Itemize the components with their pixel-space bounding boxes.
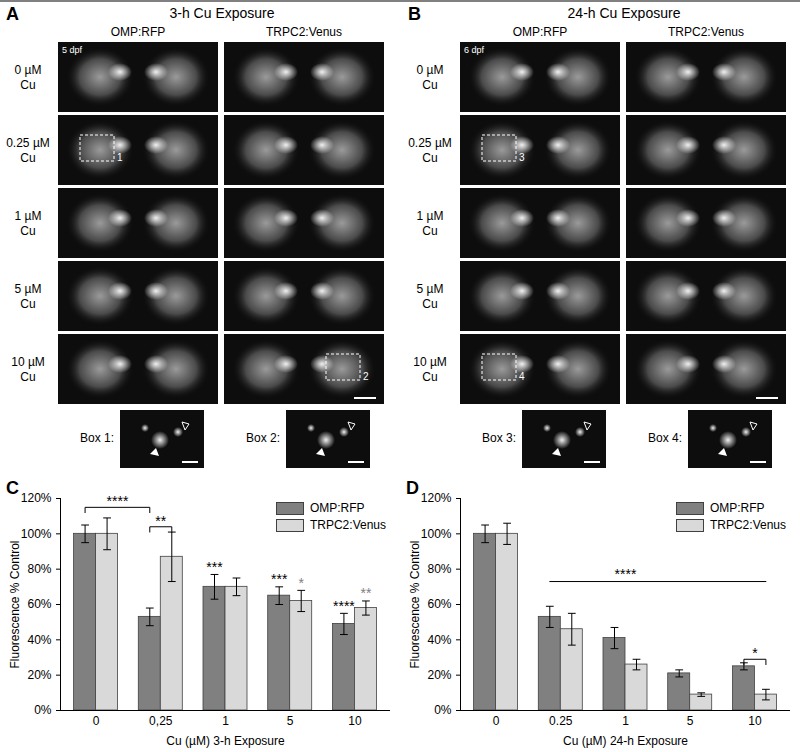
svg-text:Cu: Cu	[422, 297, 437, 311]
svg-text:*: *	[752, 645, 758, 661]
svg-text:5 dpf: 5 dpf	[62, 45, 83, 55]
svg-text:100%: 100%	[21, 527, 52, 541]
svg-text:100%: 100%	[421, 527, 452, 541]
svg-text:Cu: Cu	[20, 370, 35, 384]
svg-text:1: 1	[222, 714, 229, 728]
svg-text:Cu: Cu	[20, 297, 35, 311]
svg-text:Box 1:: Box 1:	[80, 431, 114, 445]
svg-text:4: 4	[519, 371, 525, 382]
svg-text:Cu: Cu	[20, 78, 35, 92]
svg-text:1: 1	[622, 714, 629, 728]
svg-text:10: 10	[748, 714, 762, 728]
html-text:TRPC2:Venus: TRPC2:Venus	[710, 518, 786, 532]
svg-text:TRPC2:Venus: TRPC2:Venus	[668, 25, 744, 39]
svg-text:80%: 80%	[27, 562, 51, 576]
svg-text:10: 10	[348, 714, 362, 728]
svg-text:0%: 0%	[34, 703, 52, 717]
svg-text:1: 1	[117, 152, 123, 163]
svg-text:0,25: 0,25	[149, 714, 173, 728]
svg-text:Cu: Cu	[422, 78, 437, 92]
svg-text:0: 0	[493, 714, 500, 728]
svg-text:Fluorescence % Control: Fluorescence % Control	[8, 540, 22, 668]
svg-text:120%: 120%	[21, 491, 52, 505]
svg-text:60%: 60%	[427, 597, 451, 611]
svg-text:OMP:RFP: OMP:RFP	[111, 25, 166, 39]
svg-text:6 dpf: 6 dpf	[464, 45, 485, 55]
svg-text:**: **	[155, 513, 166, 529]
html-text:OMP:RFP: OMP:RFP	[710, 501, 765, 515]
svg-text:0%: 0%	[434, 703, 452, 717]
svg-text:0.25 µM: 0.25 µM	[6, 136, 50, 150]
svg-text:24-h Cu Exposure: 24-h Cu Exposure	[568, 5, 681, 21]
svg-text:0 µM: 0 µM	[417, 63, 444, 77]
svg-text:*: *	[298, 575, 304, 591]
svg-text:Cu (µM) 24-h Exposure: Cu (µM) 24-h Exposure	[563, 734, 688, 748]
svg-text:10 µM: 10 µM	[11, 355, 45, 369]
svg-text:60%: 60%	[27, 597, 51, 611]
svg-text:0 µM: 0 µM	[15, 63, 42, 77]
html-text:OMP:RFP: OMP:RFP	[310, 501, 365, 515]
svg-text:20%: 20%	[27, 668, 51, 682]
svg-text:Box 3:: Box 3:	[482, 431, 516, 445]
svg-text:80%: 80%	[427, 562, 451, 576]
html-text:D: D	[406, 478, 419, 498]
svg-text:****: ****	[615, 566, 637, 582]
svg-text:Box 4:: Box 4:	[648, 431, 682, 445]
svg-text:3: 3	[519, 152, 525, 163]
svg-text:10 µM: 10 µM	[413, 355, 447, 369]
svg-text:Box 2:: Box 2:	[246, 431, 280, 445]
html-text:C: C	[6, 478, 19, 498]
svg-text:0.25 µM: 0.25 µM	[408, 136, 452, 150]
svg-text:***: ***	[271, 571, 288, 587]
svg-text:A: A	[6, 4, 19, 24]
svg-text:Cu: Cu	[422, 370, 437, 384]
svg-text:2: 2	[363, 371, 369, 382]
svg-text:5 µM: 5 µM	[417, 282, 444, 296]
svg-text:****: ****	[333, 598, 355, 614]
svg-text:5: 5	[687, 714, 694, 728]
svg-text:Fluorescence % Control: Fluorescence % Control	[408, 540, 422, 668]
svg-text:0.25: 0.25	[549, 714, 573, 728]
svg-text:Cu: Cu	[20, 224, 35, 238]
svg-text:Cu: Cu	[422, 224, 437, 238]
svg-text:OMP:RFP: OMP:RFP	[513, 25, 568, 39]
svg-text:***: ***	[206, 559, 223, 575]
svg-text:**: **	[360, 585, 371, 601]
svg-text:TRPC2:Venus: TRPC2:Venus	[266, 25, 342, 39]
svg-text:****: ****	[107, 493, 129, 509]
svg-text:120%: 120%	[421, 491, 452, 505]
svg-text:5: 5	[287, 714, 294, 728]
svg-text:40%: 40%	[427, 633, 451, 647]
svg-text:0: 0	[93, 714, 100, 728]
svg-text:40%: 40%	[27, 633, 51, 647]
svg-text:3-h Cu Exposure: 3-h Cu Exposure	[169, 5, 274, 21]
svg-text:B: B	[408, 4, 421, 24]
svg-text:1 µM: 1 µM	[417, 209, 444, 223]
html-text:TRPC2:Venus: TRPC2:Venus	[310, 518, 386, 532]
svg-text:Cu: Cu	[20, 151, 35, 165]
svg-text:Cu (µM) 3-h Exposure: Cu (µM) 3-h Exposure	[166, 734, 285, 748]
svg-text:5 µM: 5 µM	[15, 282, 42, 296]
svg-text:1 µM: 1 µM	[15, 209, 42, 223]
svg-text:Cu: Cu	[422, 151, 437, 165]
svg-text:20%: 20%	[427, 668, 451, 682]
